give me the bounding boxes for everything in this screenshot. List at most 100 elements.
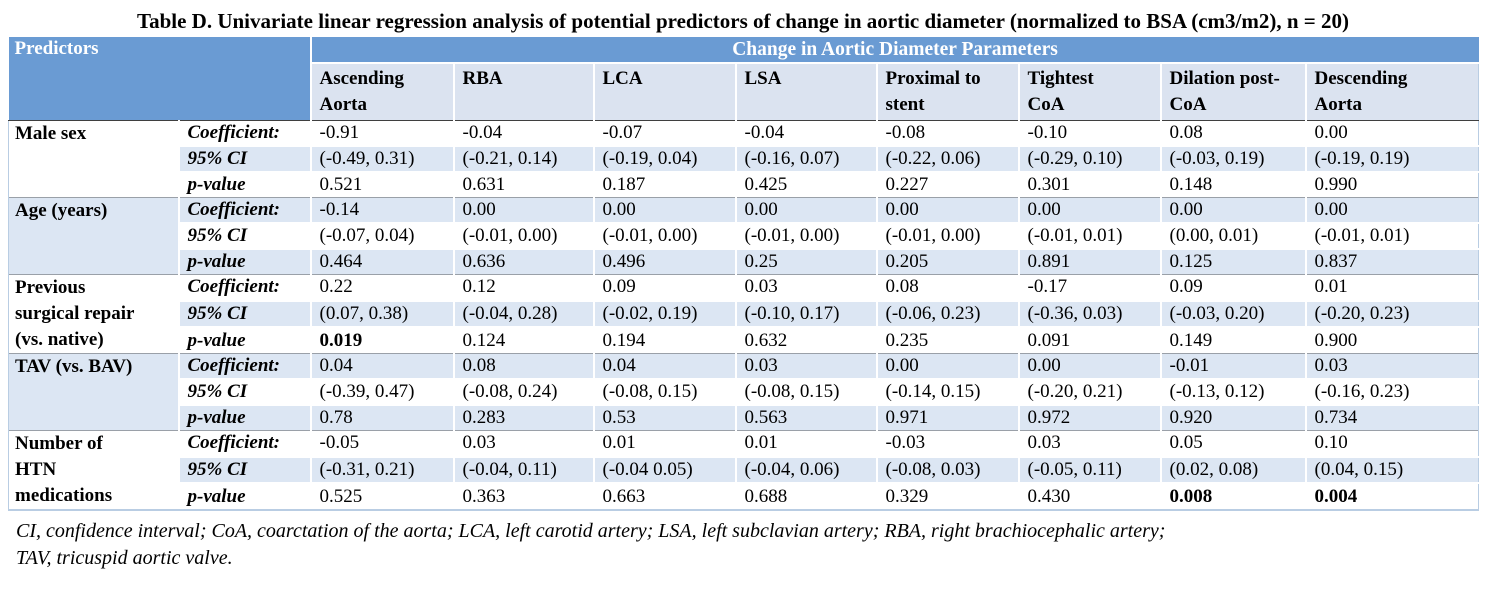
header-row-group: Predictors Change in Aortic Diameter Par…: [8, 37, 1479, 121]
value-cell: 0.00: [1304, 197, 1480, 223]
value-cell: 0.430: [1017, 482, 1161, 511]
value-cell: 0.900: [1304, 326, 1480, 354]
abbreviations-footnote: CI, confidence interval; CoA, coarctatio…: [16, 520, 1166, 569]
value-cell: 0.525: [309, 482, 454, 511]
value-cell: (-0.22, 0.06): [875, 145, 1019, 172]
value-cell: 0.972: [1017, 404, 1161, 431]
value-cell: (-0.16, 0.07): [734, 145, 877, 172]
stat-label: Coefficient:: [177, 353, 311, 379]
value-cell: 0.632: [734, 326, 877, 354]
value-cell: (0.07, 0.38): [309, 299, 454, 328]
table-row: p-value 0.464 0.636 0.496 0.25 0.205 0.891 0.12…: [9, 248, 1480, 275]
value-cell: 0.563: [734, 404, 877, 431]
stat-label: Coefficient:: [177, 429, 311, 457]
value-cell: 0.363: [452, 482, 594, 511]
column-header-tightest-coa: Tightest CoA: [1017, 63, 1161, 121]
value-cell: 0.00: [875, 353, 1019, 379]
value-cell: 0.09: [1159, 273, 1306, 301]
value-cell: 0.891: [1017, 248, 1161, 275]
value-cell: -0.03: [875, 429, 1019, 457]
value-cell: 0.008: [1159, 482, 1306, 511]
header-row-columns: Ascending Aorta RBA LCA LSA Proximal to …: [9, 63, 1480, 121]
value-cell: (0.04, 0.15): [1304, 455, 1480, 484]
value-cell: 0.05: [1159, 429, 1306, 457]
value-cell: 0.521: [309, 171, 454, 198]
value-cell: 0.148: [1159, 171, 1306, 198]
value-cell: 0.00: [734, 197, 877, 223]
stat-label: 95% CI: [177, 378, 311, 405]
value-cell: 0.971: [875, 404, 1019, 431]
value-cell: 0.01: [734, 429, 877, 457]
value-cell: 0.00: [1304, 120, 1480, 146]
table-body: Male sex Coefficient: -0.91 -0.04 -0.07 -0.04…: [8, 120, 1480, 511]
value-cell: (-0.31, 0.21): [309, 455, 454, 484]
value-cell: 0.283: [452, 404, 594, 431]
column-header-ascending-aorta: Ascending Aorta: [309, 63, 454, 121]
stat-label: Coefficient:: [177, 197, 311, 223]
value-cell: (-0.01, 0.00): [452, 222, 594, 249]
value-cell: 0.496: [592, 248, 736, 275]
predictor-cell: Male sex: [8, 120, 179, 198]
table-row: Previous surgical repair (vs. native) Coe…: [8, 273, 1480, 354]
table-row: 95% CI (-0.49, 0.31) (-0.21, 0.14) (-0.19, …: [9, 145, 1480, 172]
value-cell: (-0.07, 0.04): [309, 222, 454, 249]
value-cell: (-0.08, 0.03): [875, 455, 1019, 484]
value-cell: (-0.01, 0.01): [1017, 222, 1161, 249]
value-cell: -0.08: [875, 120, 1019, 146]
table-row: Male sex Coefficient: -0.91 -0.04 -0.07 -0.04…: [8, 120, 1480, 198]
value-cell: 0.205: [875, 248, 1019, 275]
value-cell: (-0.04, 0.06): [734, 455, 877, 484]
column-header-rba: RBA: [452, 63, 594, 121]
value-cell: 0.464: [309, 248, 454, 275]
value-cell: 0.03: [734, 353, 877, 379]
value-cell: 0.734: [1304, 404, 1480, 431]
value-cell: 0.227: [875, 171, 1019, 198]
value-cell: -0.17: [1017, 273, 1161, 301]
value-cell: 0.837: [1304, 248, 1480, 275]
value-cell: 0.194: [592, 326, 736, 354]
value-cell: 0.019: [309, 326, 454, 354]
value-cell: 0.631: [452, 171, 594, 198]
value-cell: -0.91: [309, 120, 454, 146]
value-cell: 0.990: [1304, 171, 1480, 198]
stat-label: p-value: [177, 404, 311, 431]
value-cell: 0.00: [1159, 197, 1306, 223]
value-cell: (-0.02, 0.19): [592, 299, 736, 328]
stat-label: 95% CI: [177, 455, 311, 484]
value-cell: (-0.49, 0.31): [309, 145, 454, 172]
value-cell: 0.78: [309, 404, 454, 431]
value-cell: 0.25: [734, 248, 877, 275]
value-cell: (-0.39, 0.47): [309, 378, 454, 405]
column-header-proximal-to-stent: Proximal to stent: [875, 63, 1019, 121]
table-row: Age (years) Coefficient: -0.14 0.00 0.00 0.00…: [8, 197, 1480, 275]
stat-label: 95% CI: [177, 145, 311, 172]
value-cell: (-0.08, 0.24): [452, 378, 594, 405]
value-cell: -0.04: [734, 120, 877, 146]
regression-table: Predictors Change in Aortic Diameter Par…: [8, 37, 1480, 511]
stat-label: p-value: [177, 171, 311, 198]
table-row: p-value 0.525 0.363 0.663 0.688 0.329 0.430 0.0…: [9, 482, 1480, 511]
value-cell: 0.125: [1159, 248, 1306, 275]
value-cell: (-0.04 0.05): [592, 455, 736, 484]
value-cell: 0.00: [1017, 353, 1161, 379]
value-cell: (-0.14, 0.15): [875, 378, 1019, 405]
predictor-cell: TAV (vs. BAV): [8, 353, 179, 431]
value-cell: -0.14: [309, 197, 454, 223]
value-cell: 0.08: [452, 353, 594, 379]
value-cell: 0.149: [1159, 326, 1306, 354]
predictor-cell: Number of HTN medications: [8, 430, 179, 511]
value-cell: 0.920: [1159, 404, 1306, 431]
value-cell: 0.00: [875, 197, 1019, 223]
value-cell: -0.05: [309, 429, 454, 457]
group-header-cell: Change in Aortic Diameter Parameters: [309, 37, 1479, 64]
value-cell: 0.08: [875, 273, 1019, 301]
value-cell: 0.235: [875, 326, 1019, 354]
table-title: Table D. Univariate linear regression an…: [137, 9, 1349, 33]
stat-label: p-value: [177, 326, 311, 354]
value-cell: 0.12: [452, 273, 594, 301]
value-cell: 0.636: [452, 248, 594, 275]
value-cell: 0.08: [1159, 120, 1306, 146]
value-cell: (-0.13, 0.12): [1159, 378, 1306, 405]
value-cell: 0.00: [1017, 197, 1161, 223]
